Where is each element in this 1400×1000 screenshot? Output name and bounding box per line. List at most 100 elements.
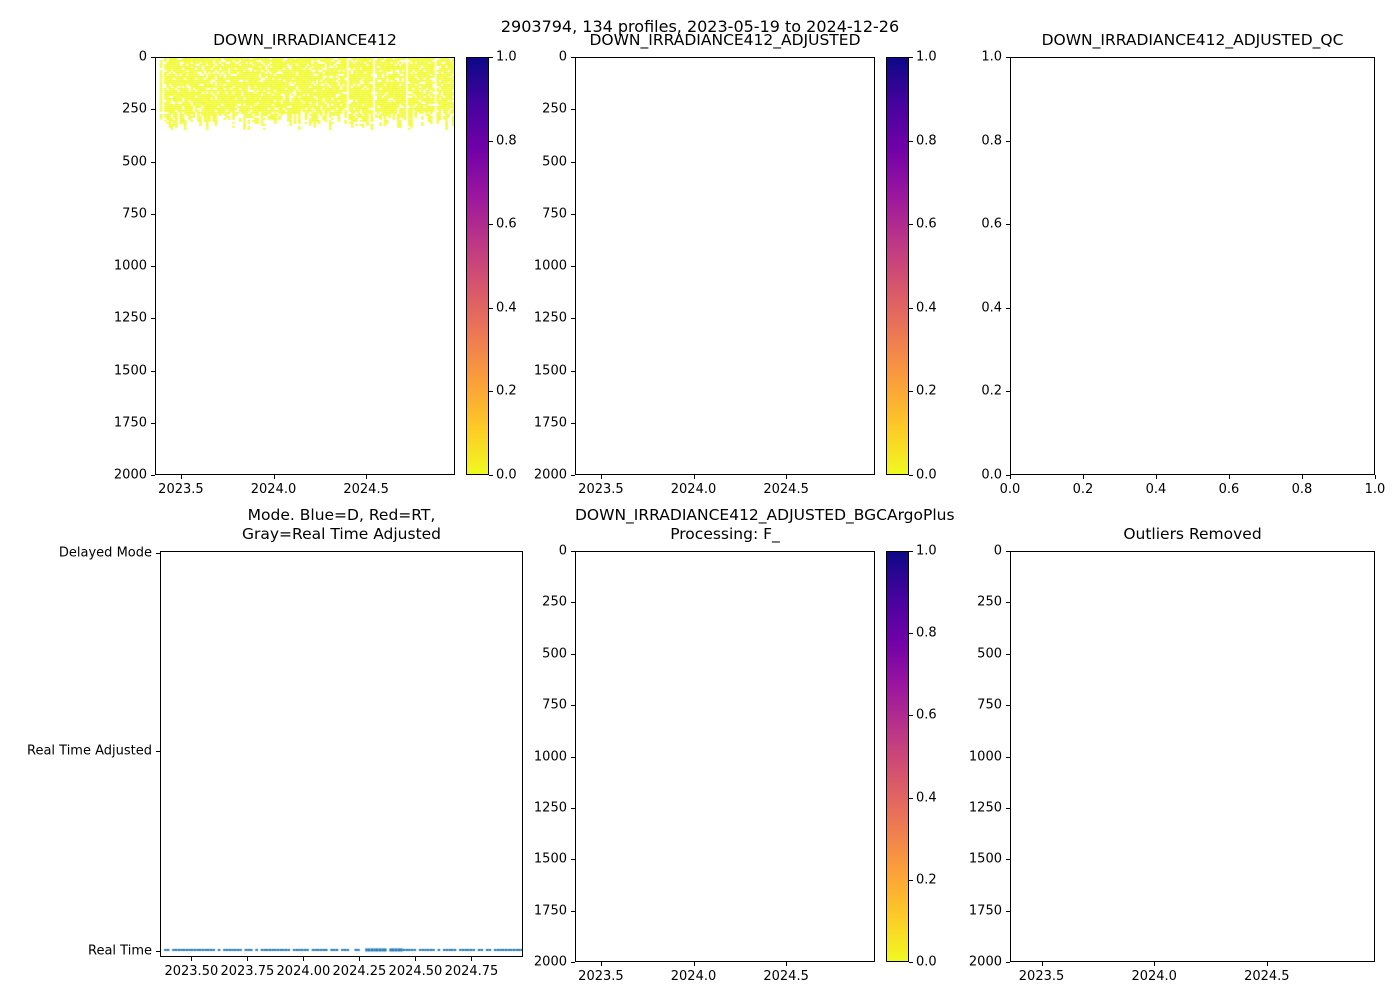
y-tick-mark	[1006, 705, 1010, 707]
panel-title-line: Processing: F_	[670, 525, 780, 543]
y-tick-mark	[1006, 653, 1010, 655]
y-tick-label: 1.0	[981, 49, 1002, 65]
x-tick-mark	[1154, 962, 1156, 966]
colorbar-tick-mark	[909, 633, 913, 635]
colorbar-tick-label: 0.0	[916, 954, 937, 970]
x-tick-mark	[471, 957, 473, 961]
y-category-label: Real Time	[88, 943, 152, 959]
colorbar-tick-mark	[489, 57, 493, 58]
y-tick-mark	[156, 552, 160, 554]
y-tick-label: 1000	[533, 749, 567, 764]
y-tick-mark	[1006, 756, 1010, 758]
x-tick-mark	[273, 475, 275, 479]
y-tick-mark	[571, 370, 575, 372]
y-tick-mark	[1006, 307, 1010, 309]
y-tick-label: 2000	[968, 954, 1002, 970]
colorbar-tick-label: 1.0	[496, 49, 517, 65]
y-tick-mark	[151, 422, 155, 424]
y-tick-mark	[571, 551, 575, 552]
y-tick-mark	[1006, 224, 1010, 226]
y-tick-mark	[151, 109, 155, 111]
y-tick-label: 1000	[968, 749, 1002, 764]
y-tick-label: 500	[542, 154, 567, 169]
y-tick-label: 0	[558, 49, 567, 65]
colorbar-tick-mark	[909, 715, 913, 717]
x-tick-mark	[600, 475, 602, 479]
y-tick-mark	[571, 602, 575, 604]
y-tick-label: 1750	[113, 415, 147, 431]
x-tick-mark	[1010, 475, 1011, 479]
x-tick-label: 2024.75	[444, 964, 499, 979]
colorbar-tick-mark	[909, 475, 913, 476]
y-tick-label: 0.2	[981, 383, 1002, 399]
x-tick-mark	[180, 475, 182, 479]
y-tick-mark	[151, 318, 155, 320]
y-tick-mark	[571, 705, 575, 707]
x-tick-mark	[1041, 962, 1043, 966]
axes-p4	[160, 551, 523, 957]
colorbar-tick-mark	[909, 57, 913, 58]
y-tick-mark	[571, 422, 575, 424]
y-tick-mark	[571, 266, 575, 267]
y-tick-label: 1500	[113, 363, 147, 378]
y-tick-mark	[571, 962, 575, 963]
y-tick-mark	[571, 213, 575, 215]
y-tick-mark	[151, 161, 155, 163]
y-tick-mark	[1006, 807, 1010, 809]
y-tick-label: 0.4	[981, 300, 1002, 316]
axes-p3	[1010, 57, 1375, 475]
colorbar-tick-mark	[489, 391, 493, 393]
colorbar-tick-label: 1.0	[916, 543, 937, 559]
y-tick-label: 250	[977, 594, 1002, 610]
y-tick-label: 1500	[533, 363, 567, 378]
x-tick-label: 2024.5	[1244, 969, 1290, 984]
x-tick-mark	[303, 957, 305, 961]
x-tick-label: 2023.50	[164, 964, 219, 979]
y-tick-mark	[156, 751, 160, 753]
y-tick-label: 2000	[113, 467, 147, 483]
colorbar-tick-mark	[909, 797, 913, 799]
mode-scatter-canvas-p4	[161, 552, 522, 956]
x-tick-mark	[1375, 475, 1376, 479]
y-tick-mark	[1006, 859, 1010, 861]
colorbar-tick-mark	[489, 140, 493, 142]
x-tick-label: 2023.5	[158, 482, 204, 497]
x-tick-label: 2024.0	[1131, 969, 1177, 984]
y-tick-mark	[571, 653, 575, 655]
x-tick-mark	[1302, 475, 1303, 479]
y-tick-label: 1750	[968, 903, 1002, 919]
colorbar-tick-label: 0.4	[916, 790, 937, 806]
y-tick-mark	[1006, 475, 1010, 476]
colorbar-tick-label: 0.6	[916, 707, 937, 723]
y-tick-mark	[571, 318, 575, 320]
x-tick-mark	[693, 475, 695, 479]
x-tick-mark	[1083, 475, 1084, 479]
x-tick-label: 2023.5	[1018, 969, 1065, 984]
x-tick-mark	[1229, 475, 1230, 479]
y-tick-mark	[151, 475, 155, 476]
x-tick-mark	[366, 475, 368, 479]
x-tick-mark	[191, 957, 193, 961]
colorbar-tick-mark	[909, 391, 913, 393]
y-tick-label: 1750	[533, 903, 567, 919]
colorbar-tick-label: 1.0	[916, 49, 937, 65]
colorbar-tick-label: 0.4	[496, 300, 517, 316]
x-tick-mark	[1266, 962, 1268, 966]
panel-title-p2: DOWN_IRRADIANCE412_ADJUSTED	[575, 31, 875, 50]
y-tick-label: 1250	[533, 800, 567, 816]
y-tick-mark	[1006, 551, 1010, 552]
y-tick-label: 500	[122, 154, 147, 169]
y-tick-label: 0.0	[981, 467, 1002, 483]
colorbar-tick-label: 0.6	[916, 216, 937, 232]
x-tick-label: 2024.25	[332, 964, 387, 979]
colorbar-tick-label: 0.8	[916, 133, 937, 149]
x-tick-label: 2024.0	[670, 969, 717, 984]
y-tick-label: 1000	[113, 258, 147, 274]
x-tick-mark	[786, 962, 788, 966]
y-tick-label: 0	[138, 49, 147, 65]
colorbar-p5	[886, 551, 909, 962]
colorbar-tick-mark	[909, 962, 913, 963]
panel-title-p3: DOWN_IRRADIANCE412_ADJUSTED_QC	[1010, 31, 1375, 50]
y-tick-label: 750	[542, 206, 567, 222]
figure-title: 2903794, 134 profiles, 2023-05-19 to 202…	[500, 17, 900, 36]
